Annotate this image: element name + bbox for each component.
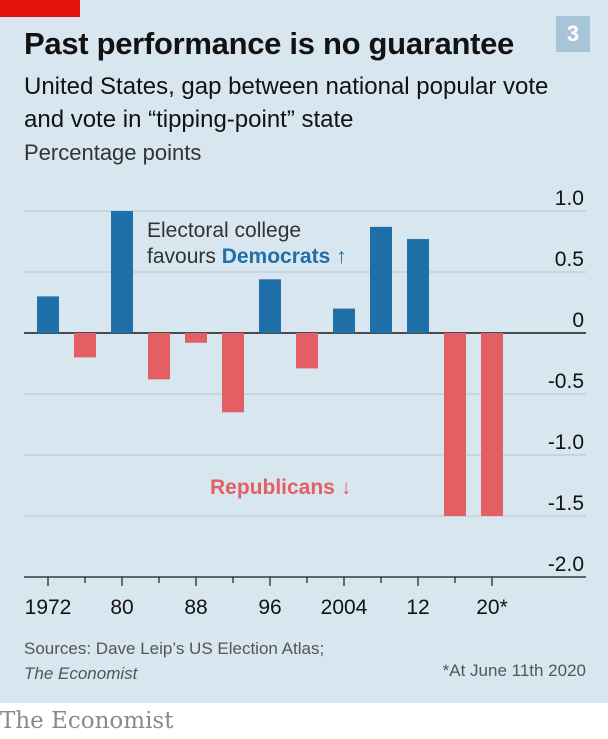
bar-2020	[481, 333, 503, 516]
y-tick-label: -0.5	[548, 370, 584, 393]
annotation-republicans: Republicans ↓	[210, 476, 351, 499]
annotation-dem-line2: favours Democrats ↑	[147, 245, 347, 268]
bar-1984	[148, 333, 170, 379]
bar-1976	[74, 333, 96, 357]
sources-line1: Sources: Dave Leip’s US Election Atlas;	[24, 636, 324, 661]
bar-2004	[333, 309, 355, 333]
bar-2012	[407, 239, 429, 333]
y-tick-label: 1.0	[555, 187, 584, 210]
bar-1996	[259, 279, 281, 333]
x-axis: 1972 80 88 96 2004 12 20*	[25, 577, 508, 619]
sources: Sources: Dave Leip’s US Election Atlas; …	[24, 636, 324, 686]
bar-1972	[37, 296, 59, 333]
bar-1980	[111, 211, 133, 333]
bar-2000	[296, 333, 318, 368]
x-tick-label: 12	[406, 596, 429, 619]
y-tick-label: 0	[572, 309, 584, 332]
annotation-dem-line1: Electoral college	[147, 219, 301, 242]
y-tick-label: -1.0	[548, 431, 584, 454]
x-tick-label: 20*	[476, 596, 508, 619]
x-tick-label: 2004	[321, 596, 368, 619]
y-tick-label: 0.5	[555, 248, 584, 271]
bar-chart: 1.0 0.5 0 -0.5 -1.0 -1.5 -2.0 1972 80 88 96 2004 12…	[0, 0, 608, 703]
footnote: *At June 11th 2020	[443, 661, 586, 681]
x-tick-label: 80	[110, 596, 133, 619]
annotation-democrats: Democrats ↑	[222, 245, 347, 268]
y-tick-label: -2.0	[548, 553, 584, 576]
y-tick-labels: 1.0 0.5 0 -0.5 -1.0 -1.5 -2.0	[548, 187, 584, 576]
bar-1992	[222, 333, 244, 412]
sources-line2: The Economist	[24, 661, 324, 686]
annotation-favours: favours	[147, 245, 222, 268]
y-tick-label: -1.5	[548, 492, 584, 515]
bar-1988	[185, 333, 207, 343]
x-tick-label: 1972	[25, 596, 72, 619]
brand-logo-text: The Economist	[0, 708, 173, 734]
bar-2016	[444, 333, 466, 516]
bar-2008	[370, 227, 392, 333]
x-tick-label: 96	[258, 596, 281, 619]
x-tick-label: 88	[184, 596, 207, 619]
